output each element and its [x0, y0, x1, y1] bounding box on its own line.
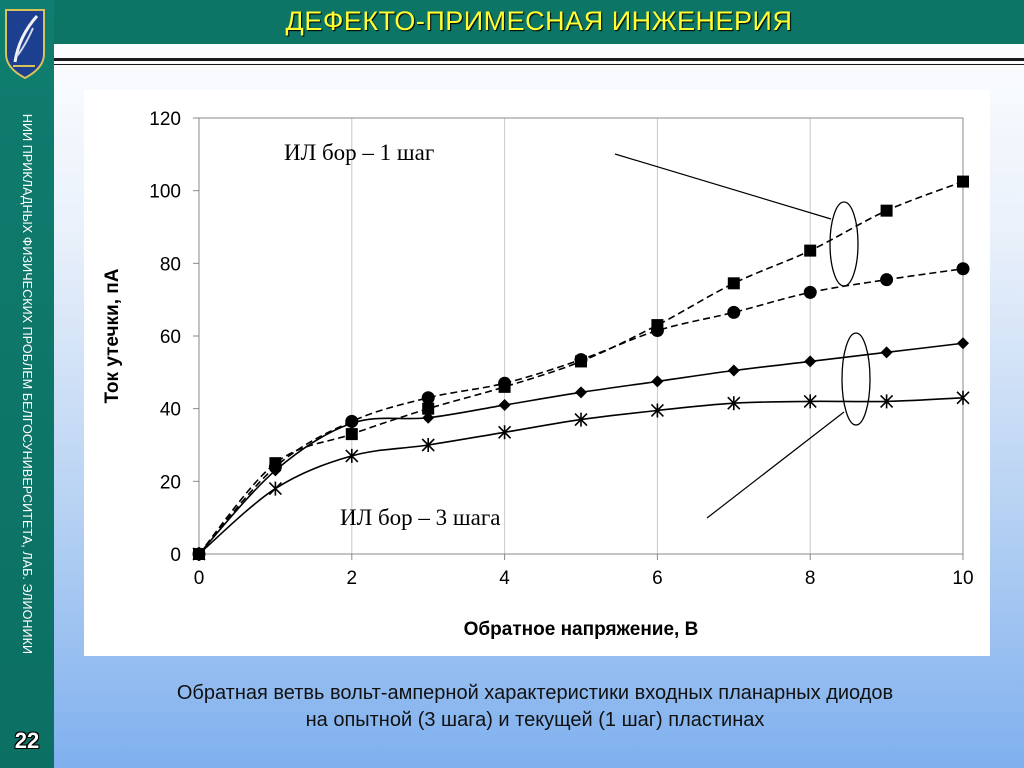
- series-square-point: [804, 244, 817, 257]
- series-square-point: [345, 428, 358, 441]
- annotation-1-pointer: [614, 153, 832, 220]
- figure-caption: Обратная ветвь вольт-амперной характерис…: [60, 680, 1010, 734]
- y-tick-label: 20: [160, 472, 181, 493]
- divider-thick: [54, 58, 1024, 61]
- series-circle-point: [727, 305, 741, 319]
- series-asterisk-point: [574, 412, 588, 427]
- series-diamond-point: [804, 355, 817, 368]
- series-diamond-point: [651, 375, 664, 388]
- title-bar: [54, 0, 1024, 44]
- series-asterisk-point: [268, 481, 282, 496]
- series-square-point: [422, 402, 435, 415]
- series-diamond-point: [498, 399, 511, 412]
- institution-vertical-text: НИИ ПРИКЛАДНЫХ ФИЗИЧЕСКИХ ПРОБЛЕМ БЕЛГОС…: [20, 113, 34, 655]
- series-asterisk-point: [345, 448, 359, 463]
- slide-title: ДЕФЕКТО-ПРИМЕСНАЯ ИНЖЕНЕРИЯ: [285, 6, 793, 36]
- series-diamond-point: [880, 346, 893, 359]
- x-tick-label: 2: [347, 568, 358, 589]
- series-asterisk-point: [956, 390, 970, 405]
- x-tick-label: 0: [194, 568, 205, 589]
- x-tick-label: 6: [652, 568, 663, 589]
- series-diamond-point: [727, 364, 740, 377]
- series-asterisk-point: [727, 396, 741, 411]
- plot-frame: [198, 117, 964, 555]
- annotation-1-ellipse: [829, 201, 859, 287]
- series-circle-point: [650, 324, 664, 338]
- series-circle-point: [956, 262, 970, 276]
- series-circle-point: [803, 285, 817, 299]
- caption-line-1: Обратная ветвь вольт-амперной характерис…: [176, 682, 894, 704]
- divider-thin: [54, 64, 1024, 65]
- y-tick-label: 40: [160, 400, 181, 421]
- series-circle-point: [421, 391, 435, 405]
- annotation-1-step: ИЛ бор – 1 шаг: [284, 140, 434, 165]
- series-diamond-point: [269, 464, 282, 477]
- annotation-3-steps: ИЛ бор – 3 шага: [340, 505, 500, 530]
- series-square-point: [957, 175, 969, 188]
- series-circle-point: [880, 273, 894, 287]
- series-asterisk-line: [198, 396, 964, 555]
- series-asterisk-point: [192, 547, 206, 561]
- annotation-3-ellipse: [841, 332, 871, 426]
- series-square-point: [727, 277, 740, 290]
- series-diamond-line: [198, 342, 964, 555]
- y-tick-label: 60: [160, 327, 181, 348]
- series-asterisk-point: [498, 425, 512, 440]
- series-diamond-point: [422, 411, 435, 424]
- y-tick-label: 80: [160, 254, 181, 275]
- series-diamond-point: [575, 386, 587, 399]
- series-circle-point: [574, 353, 588, 367]
- series-square-point: [880, 204, 893, 217]
- series-circle-point: [498, 376, 512, 390]
- x-axis-label: Обратное напряжение, В: [464, 619, 699, 640]
- y-axis-label: Ток утечки, пА: [102, 268, 123, 403]
- y-tick-label: 100: [149, 182, 181, 203]
- x-tick-label: 8: [805, 568, 816, 589]
- series-asterisk-point: [650, 403, 664, 418]
- y-tick-label: 0: [170, 545, 181, 566]
- series-diamond-point: [345, 417, 358, 430]
- series-circle-line: [198, 267, 964, 555]
- y-tick-label: 120: [149, 109, 181, 130]
- x-tick-label: 4: [499, 568, 510, 589]
- series-square-line: [198, 180, 964, 555]
- caption-line-2: на опытной (3 шага) и текущей (1 шаг) пл…: [305, 709, 765, 731]
- university-logo-icon: [5, 9, 45, 80]
- chart-panel: 0 2 4 6 8 10 0 20 40 60 80 100 120 Ток утечки, пА Об…: [84, 90, 990, 656]
- annotation-3-pointer: [706, 411, 845, 519]
- series-diamond-point: [957, 337, 969, 350]
- page-number: 22: [14, 728, 40, 753]
- sidebar: НИИ ПРИКЛАДНЫХ ФИЗИЧЕСКИХ ПРОБЛЕМ БЕЛГОС…: [0, 0, 54, 768]
- series-asterisk-point: [880, 394, 894, 409]
- series-asterisk-point: [803, 394, 817, 409]
- series-asterisk-point: [421, 438, 435, 452]
- x-tick-label: 10: [952, 568, 973, 589]
